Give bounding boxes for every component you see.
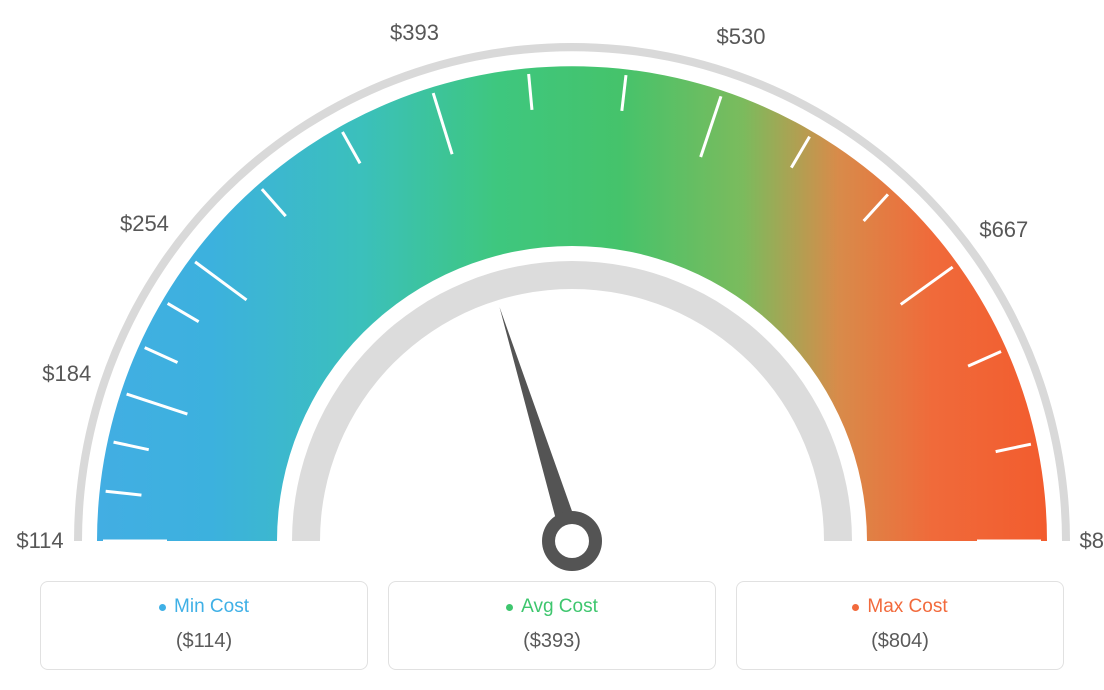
- legend-card-max: Max Cost ($804): [736, 581, 1064, 670]
- legend-card-min: Min Cost ($114): [40, 581, 368, 670]
- legend-row: Min Cost ($114) Avg Cost ($393) Max Cost…: [40, 581, 1064, 670]
- legend-card-avg: Avg Cost ($393): [388, 581, 716, 670]
- tick-label: $804: [1080, 528, 1104, 554]
- tick-label: $254: [120, 211, 169, 237]
- tick-label: $184: [42, 361, 91, 387]
- tick-label: $393: [390, 20, 439, 46]
- legend-dot-avg: [506, 604, 513, 611]
- legend-value-avg: ($393): [399, 630, 705, 653]
- legend-dot-min: [159, 604, 166, 611]
- legend-title-text-min: Min Cost: [174, 596, 249, 618]
- tick-label: $114: [16, 528, 63, 554]
- legend-title-text-max: Max Cost: [867, 596, 947, 618]
- legend-value-max: ($804): [747, 630, 1053, 653]
- legend-title-min: Min Cost: [159, 596, 249, 618]
- tick-label: $667: [979, 217, 1028, 243]
- legend-title-avg: Avg Cost: [506, 596, 598, 618]
- cost-gauge-widget: $114 $184 $254 $393 $530 $667 $804 Min Cost ($…: [0, 0, 1104, 690]
- legend-value-min: ($114): [51, 630, 357, 653]
- tick-label: $530: [717, 24, 766, 50]
- gauge-area: $114$184$254$393$530$667$804: [20, 20, 1084, 580]
- gauge-svg: [20, 20, 1104, 580]
- legend-title-text-avg: Avg Cost: [521, 596, 598, 618]
- legend-dot-max: [852, 604, 859, 611]
- legend-title-max: Max Cost: [852, 596, 947, 618]
